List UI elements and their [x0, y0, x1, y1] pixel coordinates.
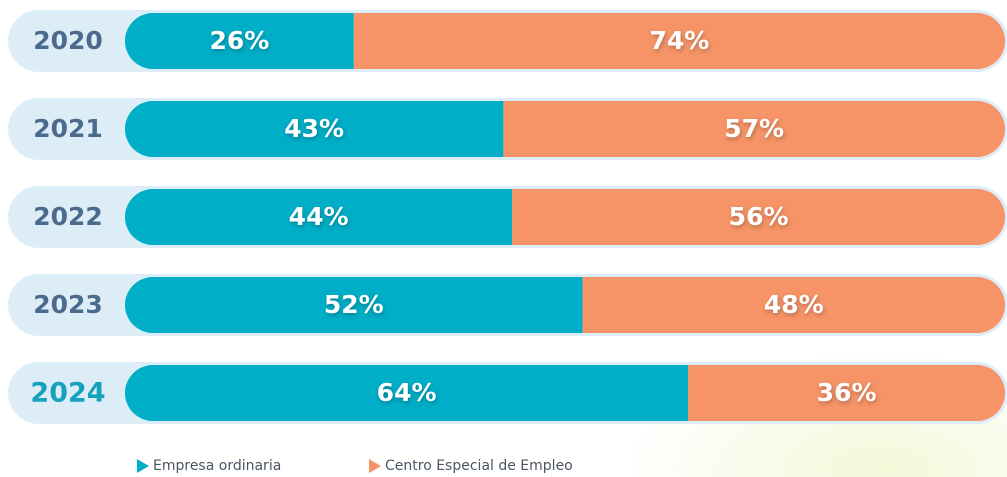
bar-segment	[353, 13, 1005, 69]
legend-label: Centro Especial de Empleo	[385, 458, 573, 474]
data-label: 56%	[729, 202, 789, 231]
bar-group	[125, 365, 1005, 421]
bar-segment	[125, 277, 583, 333]
bar-segment	[125, 189, 513, 245]
legend-marker	[369, 459, 381, 473]
data-label: 26%	[209, 26, 269, 55]
category-label: 2022	[33, 202, 103, 231]
data-label: 44%	[289, 202, 349, 231]
data-label: 74%	[649, 26, 709, 55]
bar-segment	[582, 277, 1005, 333]
bar-segment	[125, 101, 504, 157]
bar-segment	[512, 189, 1005, 245]
category-label: 2024	[30, 378, 105, 409]
bar-segment	[503, 101, 1005, 157]
category-label: 2021	[33, 114, 103, 143]
data-label: 43%	[284, 114, 344, 143]
bar-group	[125, 13, 1005, 69]
data-label: 52%	[324, 290, 384, 319]
bar-segment	[688, 365, 1005, 421]
bar-segment	[125, 13, 354, 69]
category-label: 2020	[33, 26, 103, 55]
legend-label: Empresa ordinaria	[153, 458, 281, 474]
bar-group	[125, 101, 1005, 157]
bar-group	[125, 277, 1005, 333]
bar-group	[125, 189, 1005, 245]
legend-marker	[137, 459, 149, 473]
bar-segment	[125, 365, 689, 421]
category-label: 2023	[33, 290, 103, 319]
data-label: 57%	[724, 114, 784, 143]
data-label: 48%	[764, 290, 824, 319]
data-label: 64%	[377, 378, 437, 407]
data-label: 36%	[817, 378, 877, 407]
